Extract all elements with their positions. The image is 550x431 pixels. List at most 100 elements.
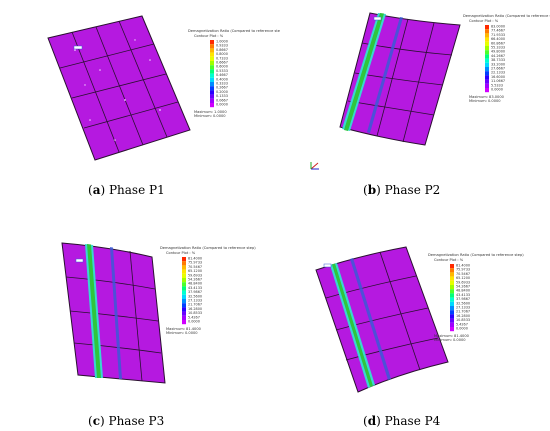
legend-a-value: 0.1333 xyxy=(216,94,228,98)
panel-b-plot: Demagnetization Ratio (Compared to refer… xyxy=(339,12,550,146)
legend-c-value: 70.5467 xyxy=(188,265,202,269)
magnet-a-marker xyxy=(73,45,83,50)
magnet-c-marker xyxy=(75,258,84,263)
legend-b-minimum: Minimum: 0.0000 xyxy=(469,99,501,103)
legend-b-swatch xyxy=(485,46,489,51)
legend-d-swatch xyxy=(450,264,454,269)
legend-d-swatch xyxy=(450,310,454,315)
legend-d-swatch xyxy=(450,306,454,311)
legend-b-value: 77.4667 xyxy=(491,29,505,33)
legend-d-swatch xyxy=(450,285,454,290)
legend-c-minimum: Minimum: 0.0000 xyxy=(166,331,198,335)
legend-c-value: 59.6933 xyxy=(188,273,202,277)
legend-b-value: 55.3333 xyxy=(491,46,505,50)
legend-a-value: 0.0000 xyxy=(216,103,228,107)
magnet-b xyxy=(339,12,461,146)
legend-c-swatch xyxy=(182,303,186,308)
caption-b-label: b xyxy=(367,183,377,197)
legend-d-value: 81.4000 xyxy=(456,264,470,268)
legend-d-value: 10.8533 xyxy=(456,318,470,322)
legend-a-swatch xyxy=(210,40,214,45)
legend-b-swatch xyxy=(485,54,489,59)
legend-d: Demagnetization Ratio (Compared to refer… xyxy=(428,253,524,342)
magnet-a-grid xyxy=(59,20,179,153)
magnet-c-stripe-blue xyxy=(110,247,122,379)
caption-b-text: Phase P2 xyxy=(384,183,441,197)
legend-b-swatch xyxy=(485,41,489,46)
legend-a-swatch xyxy=(210,52,214,57)
legend-b-swatch xyxy=(485,50,489,55)
legend-a-swatch xyxy=(210,44,214,49)
legend-a-swatch xyxy=(210,69,214,74)
legend-b-value: 49.8000 xyxy=(491,50,505,54)
legend-a-swatch xyxy=(210,56,214,61)
legend-d-title: Demagnetization Ratio (Compared to refer… xyxy=(428,253,524,257)
legend-d-subtitle: Contour Plot : % xyxy=(434,258,464,262)
legend-a-value: 0.7333 xyxy=(216,56,228,60)
legend-a-swatch xyxy=(210,86,214,91)
magnet-a xyxy=(47,15,191,161)
magnet-a-speckles xyxy=(74,39,161,141)
legend-d-swatch xyxy=(450,293,454,298)
legend-b-value: 33.2000 xyxy=(491,62,505,66)
legend-a-value: 0.2000 xyxy=(216,90,228,94)
caption-c-label: c xyxy=(92,414,100,428)
legend-b-value: 5.5333 xyxy=(491,83,503,87)
legend-d-swatch xyxy=(450,322,454,327)
legend-a-swatch xyxy=(210,73,214,78)
legend-d-value: 48.8400 xyxy=(456,289,470,293)
panel-d-plot: Demagnetization Ratio (Compared to refer… xyxy=(315,246,524,393)
legend-d-value: 75.9733 xyxy=(456,268,470,272)
axis-triad-icon xyxy=(310,162,319,170)
legend-b-value: 60.8667 xyxy=(491,41,505,45)
legend-a-swatch xyxy=(210,48,214,53)
legend-c-value: 37.9867 xyxy=(188,290,202,294)
legend-c-value: 65.1200 xyxy=(188,269,202,273)
legend-d-swatch xyxy=(450,280,454,285)
caption-a-text: Phase P1 xyxy=(108,183,165,197)
legend-b-swatch xyxy=(485,62,489,67)
legend-a-swatch xyxy=(210,82,214,87)
panel-c: Demagnetization Ratio (Compared to refer… xyxy=(40,233,290,393)
legend-a-swatch xyxy=(210,94,214,99)
panel-a-plot: Demagnetization Ratio (Compared to refer… xyxy=(47,15,280,161)
legend-a-value: 0.5333 xyxy=(216,69,228,73)
legend-b-subtitle: Contour Plot : % xyxy=(469,19,499,23)
magnet-d-grid xyxy=(325,251,439,371)
legend-b-value: 27.6667 xyxy=(491,67,505,71)
legend-a-maximum: Maximum: 1.0000 xyxy=(194,110,227,114)
legend-a-swatch xyxy=(210,90,214,95)
legend-c-swatch xyxy=(182,257,186,262)
legend-c-swatch xyxy=(182,286,186,291)
legend-a-minimum: Minimum: 0.0000 xyxy=(194,114,226,118)
magnet-c-stripe-core xyxy=(87,244,101,378)
legend-d-value: 59.6933 xyxy=(456,280,470,284)
legend-c-swatch xyxy=(182,299,186,304)
legend-c-value: 27.1333 xyxy=(188,299,202,303)
panel-c-plot: Demagnetization Ratio (Compared to refer… xyxy=(61,242,256,384)
legend-c-swatch xyxy=(182,307,186,312)
caption-a: (a) Phase P1 xyxy=(88,183,165,197)
legend-d-value: 65.1200 xyxy=(456,276,470,280)
legend-c-swatch xyxy=(182,273,186,278)
legend-c-swatch xyxy=(182,265,186,270)
legend-d-swatch xyxy=(450,318,454,323)
legend-a-subtitle: Contour Plot : % xyxy=(194,34,224,38)
legend-d-value: 37.9867 xyxy=(456,297,470,301)
legend-a: Demagnetization Ratio (Compared to refer… xyxy=(188,29,280,118)
magnet-d-stripe-core xyxy=(332,263,373,387)
magnet-b-stripe-blue xyxy=(367,17,403,133)
legend-a-value: 0.0667 xyxy=(216,98,228,102)
legend-a-value: 0.3333 xyxy=(216,82,228,86)
legend-d-value: 0.0000 xyxy=(456,327,468,331)
magnet-d xyxy=(315,246,449,393)
legend-c: Demagnetization Ratio (Compared to refer… xyxy=(160,246,256,335)
legend-d-value: 5.4267 xyxy=(456,322,468,326)
panel-a: Demagnetization Ratio (Compared to refer… xyxy=(30,10,280,170)
legend-b-value: 71.9333 xyxy=(491,33,505,37)
legend-d-swatch xyxy=(450,268,454,273)
legend-b-swatch xyxy=(485,37,489,42)
legend-b: Demagnetization Ratio (Compared to refer… xyxy=(463,14,550,103)
legend-b-swatch xyxy=(485,79,489,84)
caption-d-text: Phase P4 xyxy=(384,414,441,428)
